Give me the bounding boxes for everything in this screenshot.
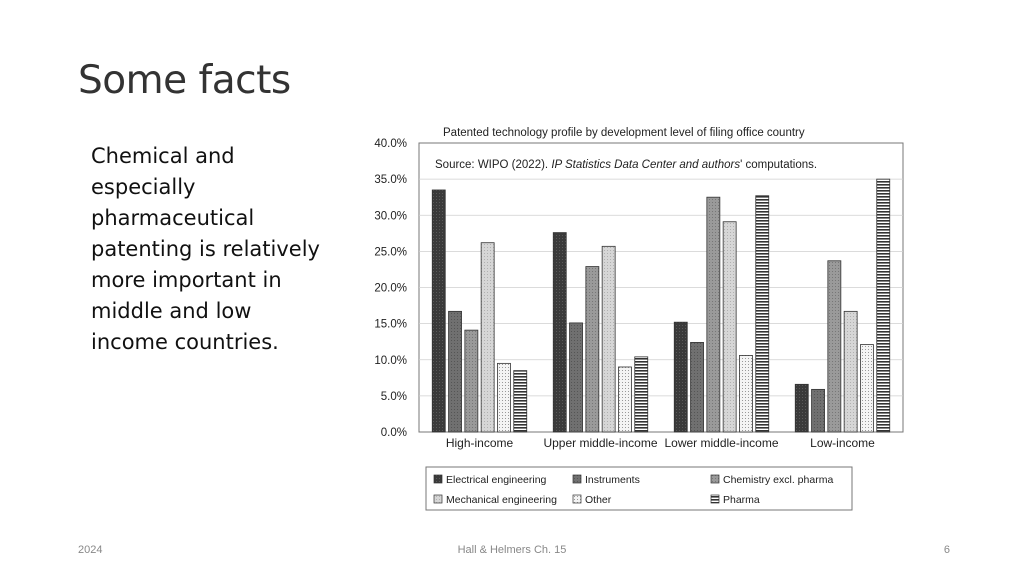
y-tick-label: 20.0% — [374, 283, 407, 295]
legend-label: Mechanical engineering — [446, 494, 557, 506]
source-prefix: Source: WIPO (2022). — [435, 159, 551, 171]
source-italic: IP Statistics Data Center and authors — [551, 159, 740, 171]
bar — [860, 344, 874, 433]
bar — [811, 388, 825, 433]
bar — [497, 362, 511, 433]
x-axis-labels: High-income Upper middle-income Lower midd… — [446, 436, 875, 450]
bar — [552, 232, 567, 433]
bar — [739, 355, 753, 433]
legend-swatch — [572, 494, 582, 504]
y-tick-label: 0.0% — [381, 427, 407, 439]
slide-body-text: Chemical and especially pharmaceutical p… — [91, 144, 320, 354]
chart-image: Patented technology profile by developme… — [355, 118, 915, 518]
source-suffix: ' computations. — [740, 159, 817, 171]
bar — [618, 366, 632, 433]
bar — [448, 310, 462, 433]
bar — [706, 196, 721, 433]
legend-box — [425, 466, 853, 511]
bar-chart: Patented technology profile by developme… — [374, 127, 904, 511]
chart-source-note: Source: WIPO (2022). IP Statistics Data … — [435, 159, 817, 171]
legend-swatch — [433, 474, 443, 484]
bar — [634, 356, 649, 433]
legend-swatch — [710, 474, 720, 484]
y-tick-label: 10.0% — [374, 355, 407, 367]
bar — [722, 221, 737, 433]
x-tick-label: High-income — [446, 436, 514, 450]
legend-swatch — [433, 494, 443, 504]
legend-label: Chemistry excl. pharma — [723, 474, 833, 486]
legend-swatch — [710, 494, 720, 504]
bar — [690, 342, 704, 433]
slide-number: 6 — [943, 544, 950, 556]
bar — [601, 245, 616, 433]
x-tick-label: Low-income — [810, 436, 875, 450]
y-tick-label: 25.0% — [374, 246, 407, 258]
bar — [585, 266, 600, 433]
y-tick-label: 30.0% — [374, 210, 407, 222]
footer-source: Hall & Helmers Ch. 15 — [457, 544, 567, 556]
x-tick-label: Upper middle-income — [543, 436, 657, 450]
chart-title: Patented technology profile by developme… — [443, 127, 805, 139]
y-tick-label: 15.0% — [374, 319, 407, 331]
legend: Electrical engineering Instruments Chemist… — [433, 474, 833, 506]
bar — [755, 195, 770, 433]
legend-label: Instruments — [585, 474, 640, 486]
bar — [876, 178, 891, 433]
x-tick-label: Lower middle-income — [664, 436, 778, 450]
bar — [569, 322, 583, 433]
bar — [827, 260, 842, 433]
y-tick-label: 5.0% — [381, 391, 407, 403]
y-tick-label: 35.0% — [374, 174, 407, 186]
slide-title: Some facts — [78, 58, 291, 103]
legend-label: Pharma — [723, 494, 760, 506]
bar — [673, 321, 688, 433]
bar — [464, 329, 479, 433]
bar — [513, 370, 528, 433]
footer-year: 2024 — [78, 544, 103, 556]
bar — [431, 189, 446, 433]
legend-label: Other — [585, 494, 612, 506]
legend-label: Electrical engineering — [446, 474, 547, 486]
bars — [431, 178, 891, 433]
y-tick-label: 40.0% — [374, 138, 407, 150]
bar — [480, 242, 495, 433]
bar — [843, 310, 858, 433]
y-axis-ticks: 0.0% 5.0% 10.0% 15.0% 20.0% 25.0% 30.0% 35.0% 40… — [374, 138, 407, 439]
legend-swatch — [572, 474, 582, 484]
bar — [794, 383, 809, 433]
